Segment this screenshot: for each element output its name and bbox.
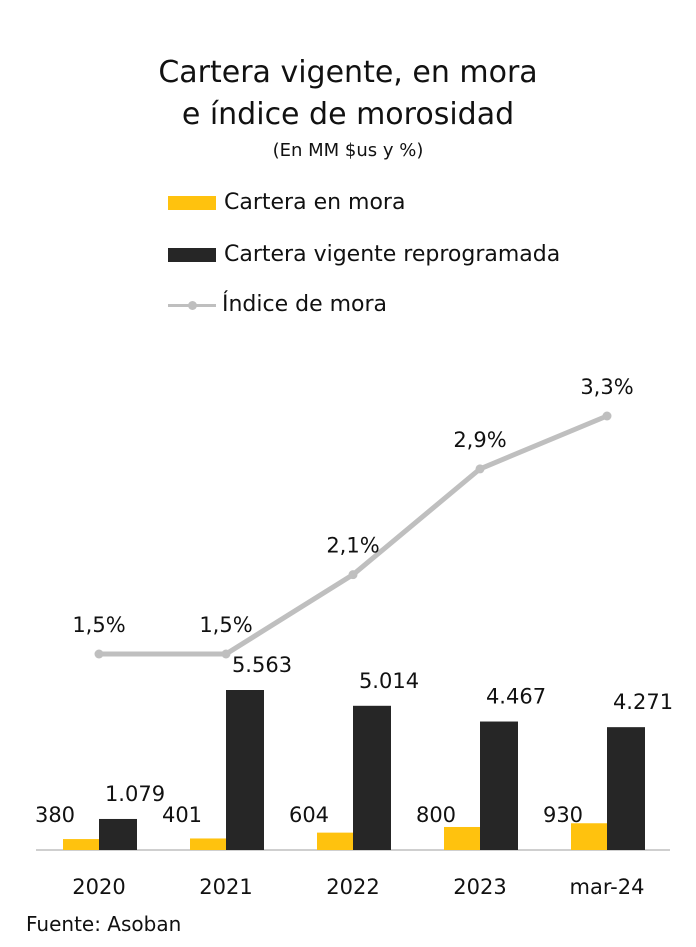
data-label-cartera-vigente: 4.271 xyxy=(613,690,673,714)
data-label-cartera-en-mora: 800 xyxy=(416,803,456,827)
point-indice-de-mora xyxy=(348,570,358,580)
legend-item-cartera-en-mora: Cartera en mora xyxy=(168,190,405,215)
bar-cartera-en-mora xyxy=(190,838,226,850)
legend-label: Cartera vigente reprogramada xyxy=(224,242,561,267)
legend-item-cartera-vigente: Cartera vigente reprogramada xyxy=(168,242,560,267)
point-indice-de-mora xyxy=(94,649,104,659)
bar-cartera-vigente xyxy=(99,818,137,850)
data-label-cartera-vigente: 4.467 xyxy=(486,685,546,709)
x-tick-label: 2021 xyxy=(199,875,252,899)
source-note: Fuente: Asoban xyxy=(26,912,182,936)
data-label-indice-de-mora: 1,5% xyxy=(72,613,125,637)
bar-cartera-en-mora xyxy=(317,832,353,850)
data-label-indice-de-mora: 1,5% xyxy=(199,613,252,637)
chart-title-line2: e índice de morosidad xyxy=(181,97,515,132)
legend-label: Índice de mora xyxy=(222,292,388,317)
bar-cartera-en-mora xyxy=(444,826,480,850)
x-tick-label: mar-24 xyxy=(570,875,645,899)
x-tick-label: 2020 xyxy=(72,875,125,899)
data-label-indice-de-mora: 2,9% xyxy=(453,428,506,452)
chart-title-line1: Cartera vigente, en mora xyxy=(158,55,538,90)
point-indice-de-mora xyxy=(602,411,612,421)
data-label-cartera-vigente: 5.563 xyxy=(232,653,292,677)
chart-subtitle: (En MM $us y %) xyxy=(272,140,424,161)
legend-swatch-black xyxy=(168,247,216,262)
bar-cartera-vigente xyxy=(607,727,645,850)
legend-item-indice-de-mora: Índice de mora xyxy=(168,292,387,317)
data-label-indice-de-mora: 3,3% xyxy=(580,375,633,399)
bar-cartera-vigente xyxy=(226,690,264,850)
legend-label: Cartera en mora xyxy=(224,190,406,215)
data-label-cartera-en-mora: 380 xyxy=(35,803,75,827)
bar-cartera-en-mora xyxy=(571,823,607,850)
legend-swatch-yellow xyxy=(168,195,216,210)
x-tick-label: 2022 xyxy=(326,875,379,899)
bar-cartera-en-mora xyxy=(63,839,99,850)
data-label-cartera-en-mora: 401 xyxy=(162,803,202,827)
data-label-cartera-vigente: 1.079 xyxy=(105,782,165,806)
data-label-indice-de-mora: 2,1% xyxy=(326,534,379,558)
x-tick-label: 2023 xyxy=(453,875,506,899)
point-indice-de-mora xyxy=(475,464,485,474)
data-label-cartera-vigente: 5.014 xyxy=(359,669,419,693)
bar-cartera-vigente xyxy=(353,705,391,850)
point-indice-de-mora xyxy=(221,649,231,659)
bar-cartera-vigente xyxy=(480,721,518,850)
data-label-cartera-en-mora: 930 xyxy=(543,803,583,827)
data-label-cartera-en-mora: 604 xyxy=(289,803,329,827)
legend-swatch-line xyxy=(168,298,216,312)
